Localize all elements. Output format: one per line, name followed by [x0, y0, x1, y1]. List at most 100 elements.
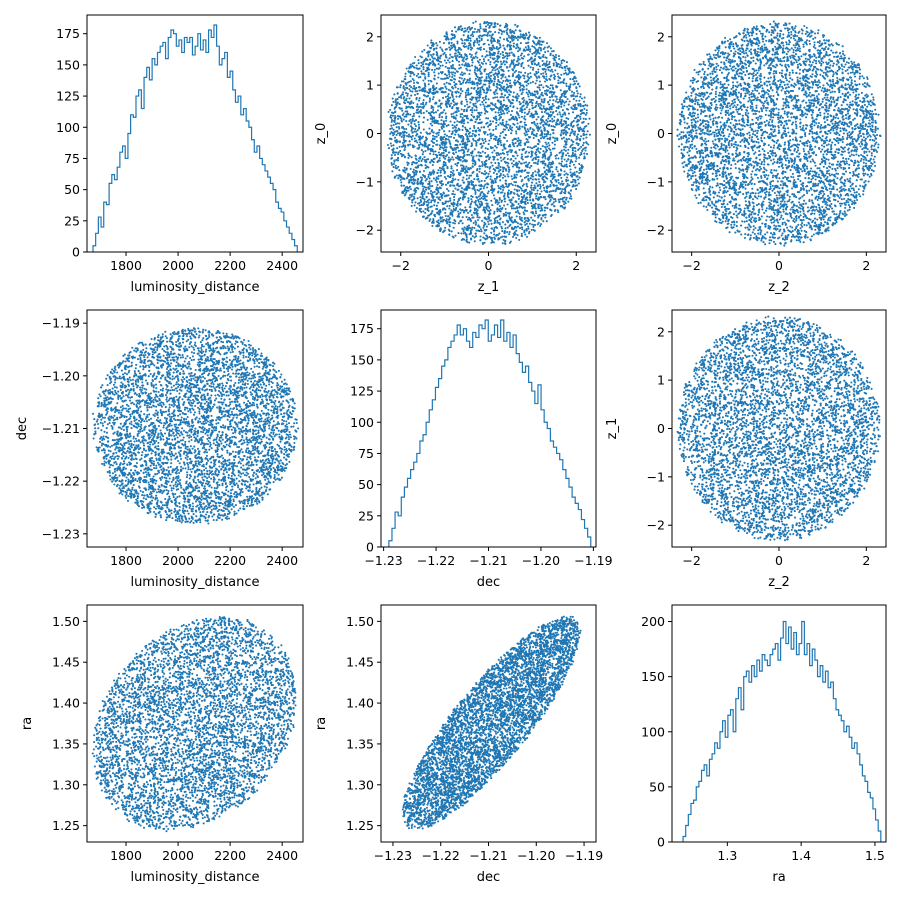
- scatter-point: [539, 174, 542, 177]
- scatter-point: [405, 128, 408, 131]
- scatter-point: [444, 103, 447, 106]
- scatter-point: [411, 118, 414, 121]
- scatter-point: [397, 126, 400, 129]
- scatter-point: [559, 183, 562, 186]
- scatter-point: [406, 110, 409, 113]
- scatter-point: [465, 209, 468, 212]
- scatter-point: [499, 174, 502, 177]
- scatter-point: [586, 104, 589, 107]
- scatter-point: [496, 23, 499, 26]
- scatter-point: [526, 48, 529, 51]
- scatter-point: [577, 144, 580, 147]
- scatter-point: [444, 73, 447, 76]
- scatter-point: [583, 107, 586, 110]
- scatter-point: [410, 156, 413, 159]
- scatter-point: [452, 205, 455, 208]
- scatter-point: [472, 21, 475, 24]
- scatter-point: [509, 79, 512, 82]
- scatter-point: [552, 176, 555, 179]
- scatter-point: [407, 135, 410, 138]
- scatter-point: [524, 233, 527, 236]
- scatter-point: [419, 110, 422, 113]
- scatter-point: [546, 46, 549, 49]
- scatter-point: [565, 124, 568, 127]
- scatter-point: [575, 115, 578, 118]
- scatter-point: [548, 194, 551, 197]
- scatter-point: [523, 206, 526, 209]
- scatter-point: [504, 242, 507, 246]
- scatter-point: [572, 83, 575, 86]
- scatter-point: [574, 181, 577, 184]
- scatter-point: [524, 155, 527, 159]
- scatter-point: [396, 122, 399, 125]
- scatter-point: [430, 39, 433, 42]
- scatter-point: [416, 180, 419, 183]
- y-tick-label: 100: [56, 120, 80, 135]
- scatter-point: [492, 194, 495, 197]
- scatter-point: [484, 147, 487, 150]
- scatter-point: [413, 66, 416, 69]
- y-tick-label: 125: [56, 89, 80, 104]
- scatter-point: [451, 76, 454, 79]
- scatter-point: [456, 202, 459, 205]
- scatter-point: [429, 218, 432, 221]
- scatter-point: [457, 107, 460, 110]
- scatter-points-p01: [386, 20, 591, 246]
- scatter-point: [502, 158, 505, 161]
- scatter-point: [449, 211, 452, 214]
- scatter-point: [537, 71, 540, 74]
- scatter-point: [442, 207, 445, 210]
- scatter-point: [585, 111, 588, 115]
- scatter-point: [488, 170, 491, 173]
- scatter-point: [511, 30, 514, 34]
- scatter-point: [487, 117, 490, 120]
- scatter-point: [577, 119, 581, 122]
- scatter-point: [490, 161, 493, 164]
- scatter-point: [508, 126, 511, 130]
- scatter-point: [467, 89, 470, 92]
- scatter-point: [442, 218, 445, 221]
- scatter-point: [470, 92, 473, 95]
- scatter-point: [466, 57, 469, 60]
- scatter-point: [560, 62, 563, 65]
- scatter-point: [569, 78, 572, 81]
- scatter-point: [536, 49, 539, 52]
- scatter-point: [536, 171, 539, 174]
- scatter-point: [571, 78, 575, 81]
- scatter-point: [430, 199, 433, 202]
- scatter-point: [520, 107, 523, 110]
- scatter-point: [390, 144, 393, 147]
- scatter-point: [410, 138, 414, 141]
- scatter-point: [417, 111, 420, 114]
- scatter-point: [436, 183, 439, 186]
- scatter-point: [506, 54, 509, 57]
- scatter-point: [462, 232, 465, 235]
- scatter-point: [495, 233, 498, 237]
- scatter-point: [480, 61, 483, 64]
- scatter-point: [466, 93, 470, 96]
- scatter-point: [534, 207, 537, 210]
- scatter-point: [440, 220, 443, 223]
- scatter-point: [428, 219, 431, 222]
- scatter-point: [575, 107, 578, 110]
- scatter-point: [416, 197, 419, 200]
- scatter-point: [480, 160, 484, 164]
- scatter-point: [427, 182, 430, 186]
- scatter-point: [484, 206, 488, 209]
- scatter-point: [451, 210, 454, 213]
- scatter-point: [529, 186, 533, 189]
- scatter-point: [511, 141, 514, 144]
- scatter-point: [423, 142, 426, 145]
- scatter-point: [497, 191, 500, 194]
- scatter-point: [396, 156, 400, 159]
- scatter-point: [581, 112, 584, 115]
- scatter-point: [470, 228, 473, 231]
- scatter-point: [577, 148, 580, 151]
- scatter-point: [403, 115, 406, 118]
- scatter-point: [537, 103, 540, 106]
- scatter-point: [417, 123, 420, 126]
- scatter-point: [457, 87, 460, 90]
- scatter-point: [536, 90, 539, 93]
- scatter-point: [454, 207, 458, 211]
- scatter-point: [441, 77, 445, 81]
